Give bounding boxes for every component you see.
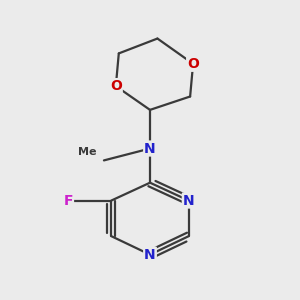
Text: O: O [187,57,199,71]
Text: N: N [144,142,156,155]
Text: F: F [64,194,73,208]
Text: N: N [183,194,194,208]
Text: N: N [144,248,156,262]
Text: Me: Me [78,147,97,157]
Text: O: O [110,79,122,93]
